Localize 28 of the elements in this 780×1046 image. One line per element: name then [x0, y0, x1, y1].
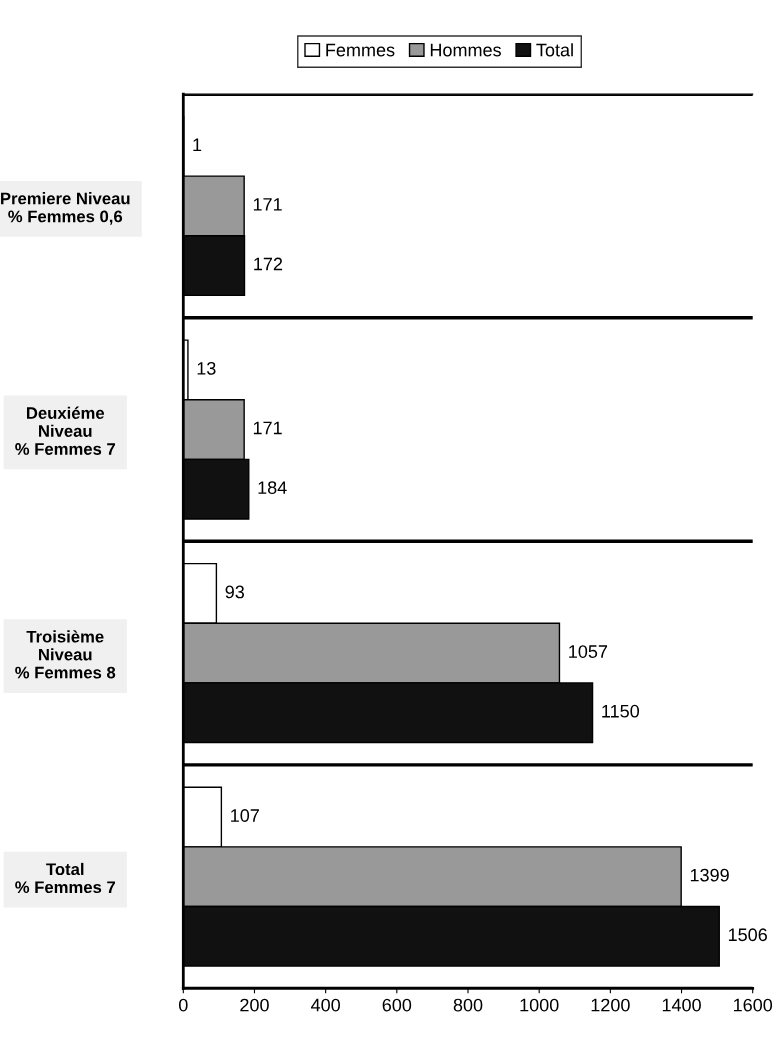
x-tick-label: 1200 [591, 998, 630, 1012]
data-label: 13 [197, 361, 216, 375]
data-label: 184 [258, 481, 287, 494]
data-label: 1150 [602, 704, 640, 718]
y-tick-label: Total % Femmes 7 [15, 862, 115, 894]
legend-label: Femmes [326, 43, 395, 57]
x-tick-label: 1400 [662, 998, 701, 1012]
data-label: 1057 [569, 645, 608, 658]
legend-label: Hommes [430, 43, 501, 57]
x-tick-label: 200 [240, 998, 269, 1012]
x-tick-label: 800 [453, 998, 483, 1012]
data-label: 1399 [690, 868, 729, 882]
x-tick-label: 400 [311, 998, 341, 1012]
data-label: 93 [225, 585, 245, 599]
y-tick-label: Troisième Niveau % Femmes 8 [15, 630, 116, 679]
data-label: 1 [193, 138, 202, 151]
data-label: 171 [253, 421, 282, 435]
legend-label: Total [536, 43, 573, 57]
x-tick-label: 1000 [520, 998, 559, 1012]
data-label: 1506 [728, 928, 767, 942]
y-tick-label: Premiere Niveau % Femmes 0,6 [1, 192, 130, 225]
x-tick-label: 600 [382, 998, 412, 1012]
y-tick-label: Deuxiéme Niveau % Femmes 7 [15, 406, 115, 455]
data-label: 172 [254, 257, 283, 271]
data-label: 171 [253, 198, 282, 211]
data-label: 107 [231, 809, 259, 822]
x-tick-label: 0 [178, 998, 188, 1012]
x-tick-label: 1600 [734, 998, 773, 1012]
